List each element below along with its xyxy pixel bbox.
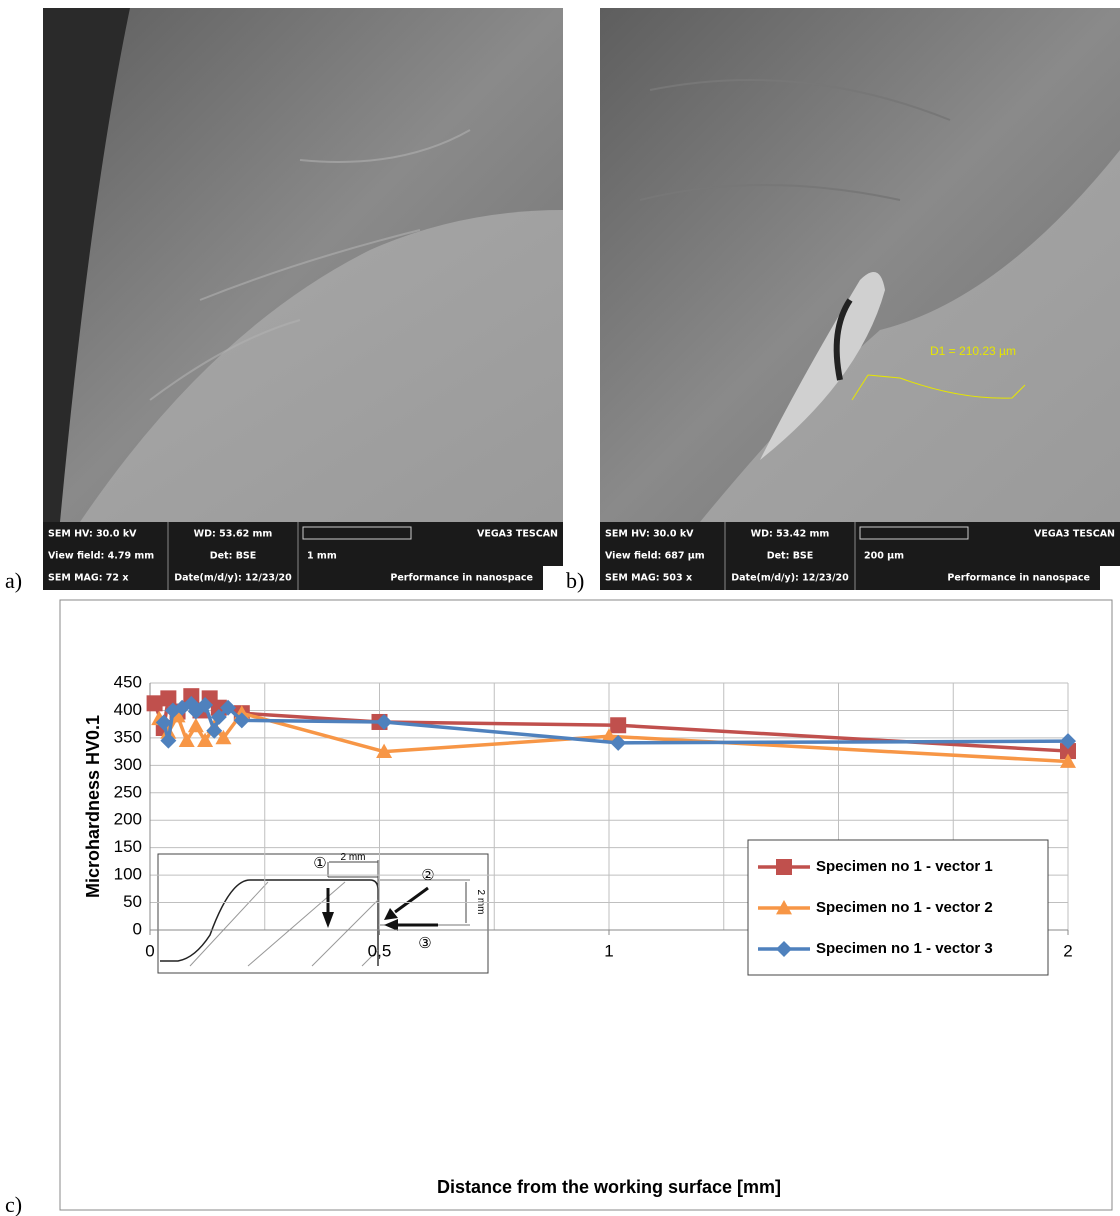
info-text: View field: 4.79 mm — [48, 551, 154, 562]
y-tick-label: 50 — [123, 892, 142, 911]
marker — [1060, 743, 1076, 760]
info-text: SEM HV: 30.0 kV — [48, 529, 137, 540]
x-tick-label: 0,5 — [368, 941, 392, 960]
info-text: Date(m/d/y): 12/23/20 — [174, 573, 292, 584]
marker — [178, 732, 195, 748]
inset-label: 2 mm — [475, 890, 486, 915]
marker — [776, 941, 792, 957]
y-tick-label: 150 — [114, 837, 142, 856]
marker — [220, 699, 237, 716]
x-tick-label: 1 — [604, 941, 613, 960]
info-text: VEGA3 TESCAN — [1034, 529, 1115, 540]
y-tick-label: 100 — [114, 865, 142, 884]
marker — [197, 732, 214, 748]
legend-label: Specimen no 1 - vector 2 — [816, 899, 993, 916]
y-axis-label: Microhardness HV0.1 — [83, 715, 103, 898]
marker — [376, 713, 393, 730]
info-text: Performance in nanospace — [947, 573, 1090, 584]
info-text: Date(m/d/y): 12/23/20 — [731, 573, 849, 584]
info-text: Det: BSE — [767, 551, 814, 562]
info-text: 200 µm — [864, 551, 904, 562]
marker — [610, 734, 627, 751]
x-tick-label: 2 — [1063, 941, 1072, 960]
y-tick-label: 300 — [114, 755, 142, 774]
inset-label: ① — [313, 855, 326, 872]
panel-label: c) — [5, 1192, 22, 1216]
y-tick-label: 200 — [114, 810, 142, 829]
info-text: SEM HV: 30.0 kV — [605, 529, 694, 540]
inset-label: 2 mm — [341, 852, 366, 863]
marker — [215, 729, 232, 745]
marker — [169, 707, 186, 723]
marker — [776, 900, 792, 915]
info-text: View field: 687 µm — [605, 551, 705, 562]
panel-label: a) — [5, 568, 22, 593]
info-text: VEGA3 TESCAN — [477, 529, 558, 540]
marker — [776, 859, 792, 875]
info-text: Performance in nanospace — [390, 573, 533, 584]
logo — [543, 566, 563, 590]
inset-label: ③ — [418, 935, 431, 952]
marker — [210, 709, 227, 726]
info-text: 1 mm — [307, 551, 337, 562]
marker — [155, 714, 172, 731]
panel-label: b) — [566, 568, 584, 593]
y-tick-label: 250 — [114, 782, 142, 801]
y-tick-label: 400 — [114, 700, 142, 719]
y-tick-label: 0 — [133, 919, 142, 938]
x-axis-label: Distance from the working surface [mm] — [437, 1177, 781, 1197]
measurement: D1 = 210.23 µm — [930, 344, 1016, 358]
marker — [197, 696, 214, 713]
marker — [610, 717, 627, 734]
scale-bar — [302, 526, 412, 540]
y-tick-label: 450 — [114, 672, 142, 691]
marker — [376, 743, 393, 759]
info-text: Det: BSE — [210, 551, 257, 562]
marker — [233, 712, 250, 729]
inset-diagram: ① ② ③ 2 mm 2 mm — [157, 852, 489, 974]
marker — [1060, 733, 1076, 750]
scale-bar — [859, 526, 969, 540]
x-tick-label: 0 — [145, 941, 154, 960]
marker — [1060, 753, 1076, 768]
sem-image-a — [43, 8, 563, 590]
marker — [206, 722, 223, 739]
marker — [146, 695, 163, 712]
marker — [601, 728, 617, 743]
marker — [160, 690, 177, 707]
info-text: WD: 53.42 mm — [751, 529, 830, 540]
info-text: SEM MAG: 72 x — [48, 573, 128, 584]
info-text: WD: 53.62 mm — [194, 529, 273, 540]
y-tick-label: 350 — [114, 727, 142, 746]
marker — [160, 732, 177, 749]
legend-label: Specimen no 1 - vector 3 — [816, 940, 993, 957]
info-text: SEM MAG: 503 x — [605, 573, 692, 584]
logo — [1100, 566, 1120, 590]
legend-label: Specimen no 1 - vector 1 — [816, 858, 993, 875]
sem-image-b — [600, 8, 1120, 590]
marker — [187, 717, 204, 733]
